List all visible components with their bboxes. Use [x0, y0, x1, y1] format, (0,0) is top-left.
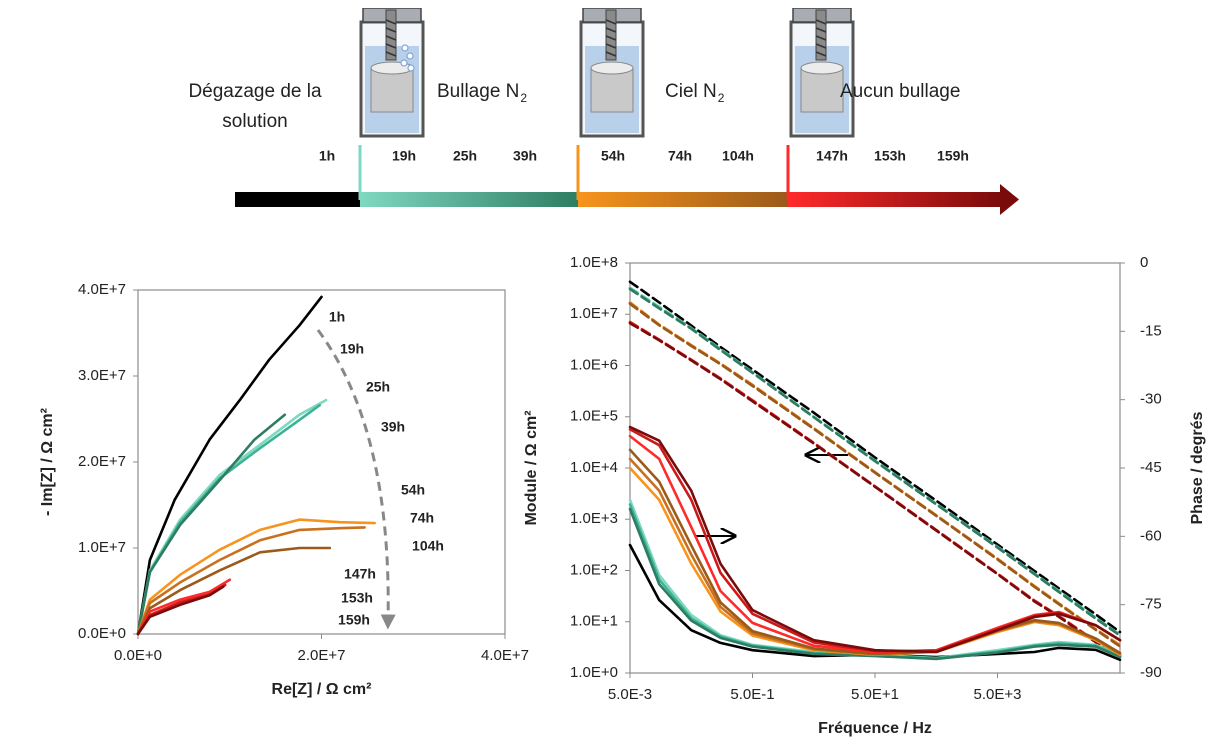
y2-tick-label: -15 [1140, 322, 1162, 339]
series-line [628, 507, 1122, 661]
series-line [628, 434, 1122, 654]
stage-label: Aucun bullage [840, 81, 960, 102]
series-label: 159h [338, 612, 370, 628]
timeline-segment [578, 192, 788, 207]
y-tick-label: 3.0E+7 [78, 367, 126, 384]
x-axis-title: Fréquence / Hz [818, 720, 932, 737]
y-tick-label: 1.0E+4 [570, 459, 618, 476]
stage-label: Bullage N [437, 81, 519, 102]
series-line [136, 518, 376, 636]
y2-axis-title: Phase / degrés [1189, 411, 1206, 524]
time-label: 54h [601, 148, 625, 164]
series-label: 39h [381, 419, 405, 435]
y-tick-label: 1.0E+0 [570, 664, 618, 681]
series-label: 153h [341, 590, 373, 606]
y2-tick-label: -45 [1140, 459, 1162, 476]
y2-tick-label: -90 [1140, 664, 1162, 681]
stage-marker [786, 145, 790, 200]
cell-bubbling [359, 8, 425, 138]
y-tick-label: 2.0E+7 [78, 453, 126, 470]
series-line [628, 320, 1122, 657]
stage-label: Dégazage de la [188, 81, 322, 102]
series-line [628, 302, 1122, 648]
time-label: 159h [937, 148, 969, 164]
y2-tick-label: 0 [1140, 254, 1148, 271]
x-tick-label: 5.0E-3 [608, 686, 652, 703]
y-tick-label: 1.0E+7 [78, 539, 126, 556]
series-label: 74h [410, 510, 434, 526]
series-label: 1h [329, 309, 345, 325]
stage-label: Ciel N [665, 81, 717, 102]
plot-frame [629, 262, 1121, 674]
x-tick-label: 5.0E+1 [851, 686, 899, 703]
series-label: 54h [401, 482, 425, 498]
series-line [136, 546, 332, 636]
trend-arrow [316, 329, 396, 630]
stage-label: solution [222, 111, 288, 132]
x-axis-title: Re[Z] / Ω cm² [272, 681, 372, 698]
stage-label-subscript: 2 [520, 91, 527, 105]
y-tick-label: 1.0E+3 [570, 510, 618, 527]
y-axis-title: - Im[Z] / Ω cm² [39, 408, 56, 516]
y2-tick-label: -30 [1140, 391, 1162, 408]
y-tick-label: 1.0E+7 [570, 305, 618, 322]
bubble [406, 52, 414, 60]
x-tick-label: 4.0E+7 [481, 647, 529, 664]
y-tick-label: 1.0E+5 [570, 408, 618, 425]
time-label: 153h [874, 148, 906, 164]
bubbles [400, 44, 415, 72]
cell-blanket [579, 8, 645, 138]
series-line [628, 321, 1122, 658]
cell-none [789, 8, 855, 138]
y2-tick-label: -60 [1140, 527, 1162, 544]
time-label: 147h [816, 148, 848, 164]
series-label: 104h [412, 538, 444, 554]
series-line [136, 295, 323, 636]
series-line [628, 321, 1122, 658]
series-line [136, 413, 287, 636]
stage-label-subscript: 2 [718, 91, 725, 105]
series-line [628, 425, 1122, 654]
series-line [628, 448, 1122, 656]
timeline-segment [360, 192, 578, 207]
timeline-segment [788, 192, 1000, 207]
x-tick-label: 5.0E+3 [974, 686, 1022, 703]
series-label: 147h [344, 566, 376, 582]
series-label: 19h [340, 341, 364, 357]
time-label: 104h [722, 148, 754, 164]
y2-tick-label: -75 [1140, 596, 1162, 613]
y-tick-label: 1.0E+1 [570, 613, 618, 630]
y-tick-label: 1.0E+6 [570, 356, 618, 373]
series-line [628, 287, 1122, 637]
time-label: 25h [453, 148, 477, 164]
y-tick-label: 0.0E+0 [78, 625, 126, 642]
series-line [136, 585, 225, 636]
x-tick-label: 2.0E+7 [298, 647, 346, 664]
stage-marker [358, 145, 362, 200]
time-label: 74h [668, 148, 692, 164]
time-label: 39h [513, 148, 537, 164]
x-tick-label: 0.0E+0 [114, 647, 162, 664]
bubble [401, 44, 409, 52]
x-tick-label: 5.0E-1 [730, 686, 774, 703]
y-axis-title: Module / Ω cm² [523, 410, 540, 525]
bubble [407, 64, 415, 72]
series-label: 25h [366, 379, 390, 395]
y-tick-label: 1.0E+2 [570, 561, 618, 578]
series-line [628, 280, 1122, 634]
bubble [400, 59, 408, 67]
time-label: 1h [319, 148, 335, 164]
time-label: 19h [392, 148, 416, 164]
timeline-arrowhead [1000, 184, 1019, 215]
y-tick-label: 4.0E+7 [78, 281, 126, 298]
series-line [136, 526, 366, 636]
stage-marker [576, 145, 580, 200]
timeline-segment [235, 192, 360, 207]
y-tick-label: 1.0E+8 [570, 254, 618, 271]
